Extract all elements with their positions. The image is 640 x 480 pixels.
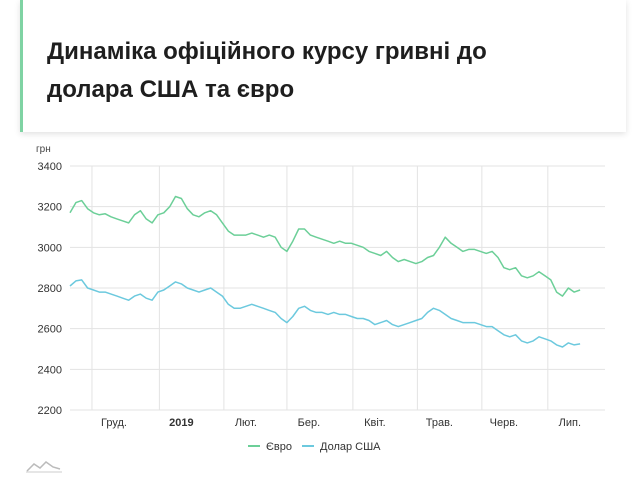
- x-tick-label: Черв.: [490, 417, 518, 429]
- x-tick-label: Бер.: [298, 417, 321, 429]
- y-tick-label: 2200: [38, 405, 62, 417]
- y-tick-label: 3200: [38, 202, 62, 214]
- exchange-rate-chart: грн 2200 2400 2600 2800 3000 3200 3400 Груд. 201…: [36, 144, 605, 453]
- y-axis-label: грн: [36, 144, 51, 155]
- y-tick-label: 2600: [38, 324, 62, 336]
- chart-title-card: Динаміка офіційного курсу гривні до дола…: [20, 0, 626, 132]
- legend-label-euro: Євро: [266, 441, 292, 453]
- x-tick-label: Трав.: [426, 417, 453, 429]
- series-line-usd: [69, 279, 581, 348]
- x-tick-label: Лип.: [559, 417, 581, 429]
- x-tick-label: Груд.: [101, 417, 127, 429]
- y-tick-label: 2800: [38, 283, 62, 295]
- series-line-euro: [69, 195, 581, 297]
- x-tick-label: Квіт.: [364, 417, 386, 429]
- chart-logo-icon: [26, 461, 62, 473]
- y-tick-label: 3400: [38, 161, 62, 173]
- x-tick-label: 2019: [169, 417, 193, 429]
- y-tick-label: 2400: [38, 364, 62, 376]
- y-tick-label: 3000: [38, 242, 62, 254]
- legend-label-usd: Долар США: [320, 441, 381, 453]
- x-tick-label: Лют.: [235, 417, 257, 429]
- chart-title: Динаміка офіційного курсу гривні до дола…: [47, 38, 487, 103]
